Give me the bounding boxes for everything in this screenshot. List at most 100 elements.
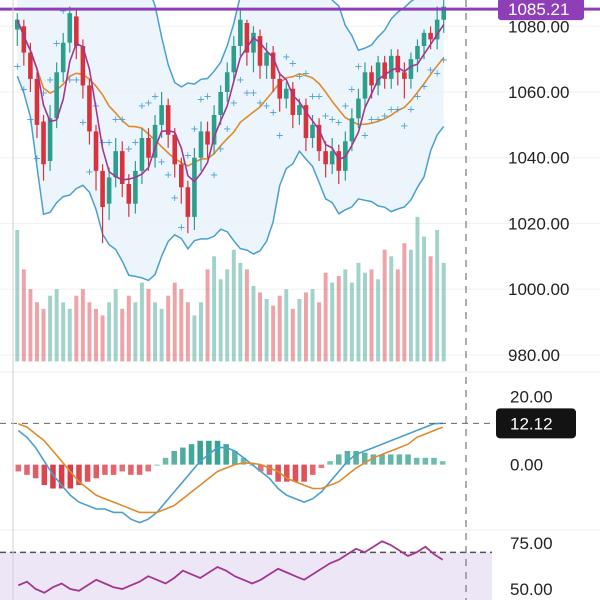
sar-dot: + [295, 72, 303, 83]
macd-histogram-bar [32, 464, 39, 479]
sar-dot: + [328, 114, 336, 125]
candle [14, 13, 20, 46]
candle-body [316, 124, 322, 152]
sar-dot: + [440, 55, 448, 66]
candle [21, 19, 27, 66]
volume-bar [133, 302, 138, 362]
sar-dot: + [230, 98, 238, 109]
sar-dot: + [433, 68, 441, 79]
candle [67, 6, 73, 53]
sar-dot: + [66, 75, 74, 86]
candle-body [60, 42, 66, 73]
sar-dot: + [400, 121, 408, 132]
volume-bar [166, 295, 171, 362]
macd-histogram-bar [162, 457, 169, 465]
sar-dot: + [118, 114, 126, 125]
candle [238, 9, 243, 56]
candle [323, 141, 328, 178]
sar-dot: + [289, 58, 297, 69]
candle [283, 82, 289, 109]
candle-body [54, 72, 59, 119]
volume-bar [408, 249, 413, 362]
macd-line [17, 422, 443, 524]
macd-histogram-bar [41, 464, 48, 486]
macd-value-tag-label: 12.12 [510, 414, 553, 433]
price-panel: ++++++++++++++++++++++++++++++++++++++++… [0, 0, 600, 365]
volume-bar [428, 256, 433, 362]
macd-histogram-bar [67, 464, 74, 489]
candle [251, 26, 256, 73]
candle-body [185, 187, 191, 217]
sar-dot: + [144, 98, 152, 109]
candle [231, 36, 237, 83]
macd-histogram-bar [119, 464, 126, 472]
price-tick-label: 1060.00 [508, 83, 569, 102]
volume-bar [113, 289, 118, 362]
sar-dot: + [302, 68, 310, 79]
candle-body [323, 151, 328, 165]
sar-dot: + [59, 6, 67, 17]
volume-bar [349, 282, 354, 362]
sar-dot: + [276, 131, 284, 142]
candle [329, 138, 335, 175]
candle [303, 98, 309, 152]
candle [152, 115, 158, 168]
candle [375, 55, 381, 96]
candle-body [251, 32, 256, 53]
volume-bar [303, 292, 308, 362]
sar-dot: + [387, 104, 395, 115]
candle-body [434, 19, 440, 40]
sar-dot: + [361, 131, 369, 142]
sar-dot: + [13, 62, 21, 73]
sar-dot: + [354, 62, 362, 73]
macd-histogram-bar [102, 464, 108, 475]
macd-histogram-bar [361, 452, 368, 465]
candle [41, 115, 46, 181]
volume-bar [67, 308, 72, 362]
volume-bar [363, 272, 367, 362]
sar-dot: + [394, 104, 402, 115]
parabolic-sar-dots: ++++++++++++++++++++++++++++++++++++++++… [13, 6, 448, 234]
macd-histogram-bar [422, 457, 429, 465]
candle [106, 167, 112, 221]
volume-bar [139, 282, 144, 362]
sar-dot: + [171, 193, 179, 204]
sar-dot: + [374, 114, 382, 125]
macd-histogram-bar [431, 457, 437, 465]
sar-dot: + [380, 111, 388, 122]
volume-bar [284, 289, 289, 362]
candle [133, 161, 138, 214]
sar-dot: + [282, 52, 290, 63]
macd-histogram-bar [171, 451, 177, 465]
candle [402, 62, 407, 99]
candle [336, 144, 342, 184]
sar-dot: + [426, 65, 434, 76]
candle-body [28, 52, 33, 79]
price-tick-label: 1000.00 [508, 280, 569, 299]
candle [172, 128, 178, 178]
macd-histogram-bar [318, 464, 325, 469]
volume-bar [61, 302, 66, 362]
macd-histogram [15, 440, 446, 489]
sar-dot: + [210, 170, 218, 181]
candle [159, 92, 164, 138]
candle-body [218, 92, 223, 115]
candle [205, 121, 210, 158]
candle-body [21, 26, 27, 53]
volume-bar [179, 289, 184, 362]
macd-histogram-bar [413, 457, 420, 465]
candle-body [277, 78, 283, 99]
candle-body [421, 32, 427, 46]
macd-histogram-bar [154, 464, 160, 466]
sar-dot: + [177, 223, 185, 234]
volume-bar [225, 269, 230, 362]
candle [356, 88, 361, 129]
candle-body [329, 151, 335, 165]
price-tick-label: 980.00 [508, 346, 560, 365]
macd-histogram-bar [180, 447, 186, 465]
volume-bar [41, 308, 46, 362]
macd-histogram-bar [223, 444, 229, 465]
candle-body [146, 138, 151, 158]
candle-body [100, 170, 105, 207]
candle-body [415, 46, 420, 60]
